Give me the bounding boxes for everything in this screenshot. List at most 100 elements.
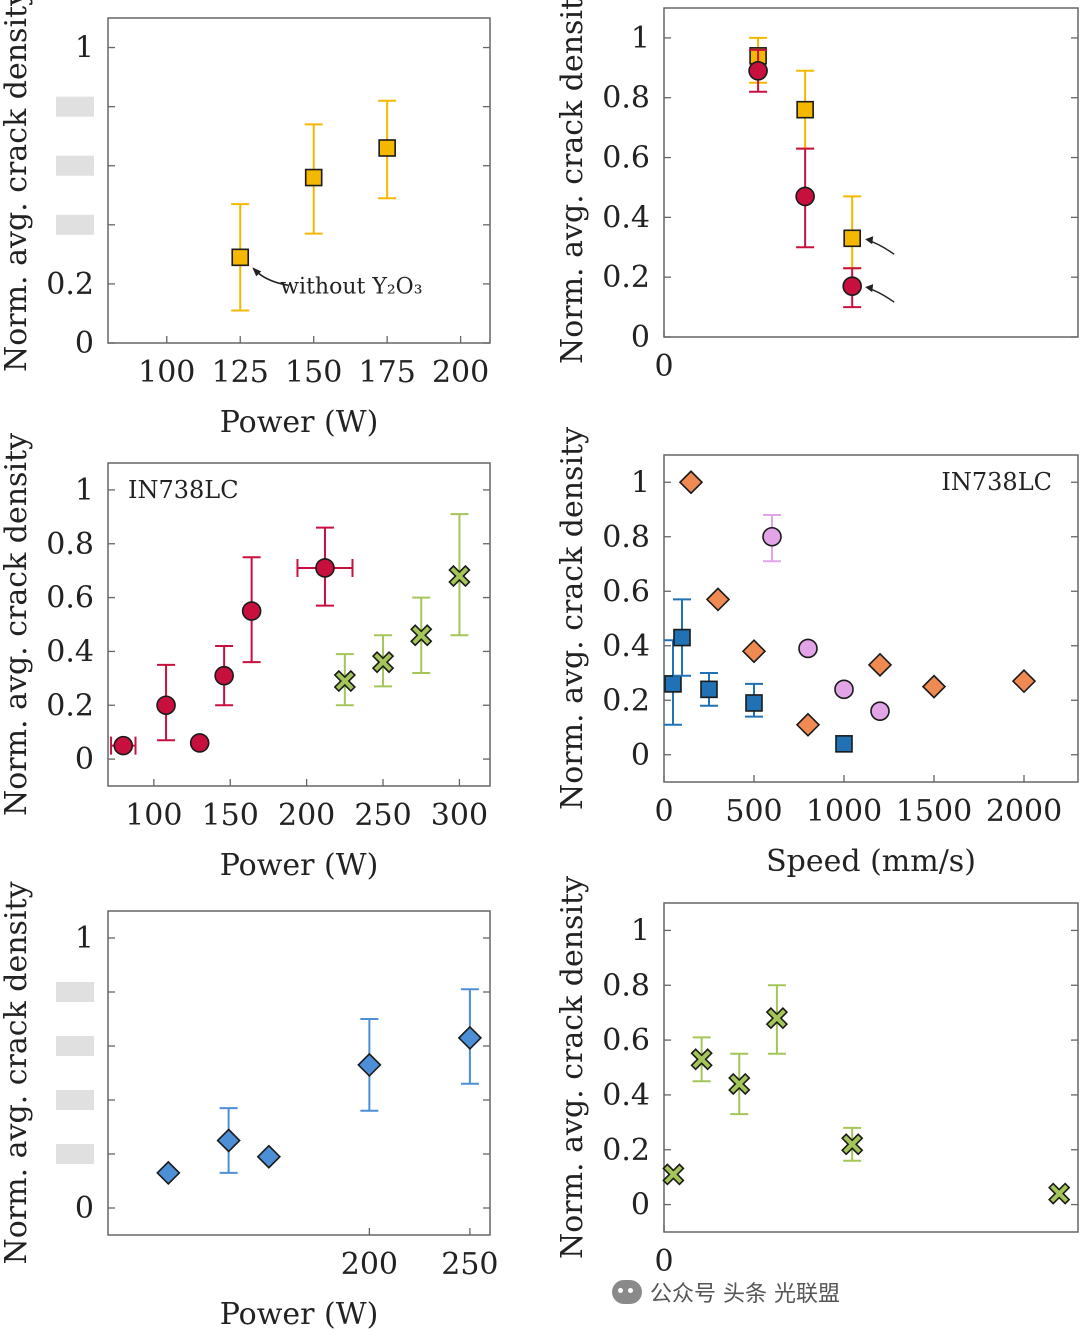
data-point [834,679,854,700]
annotation-text: without Y₂O₃ [280,274,422,299]
x-tick-label: 200 [341,1247,398,1282]
data-point [798,638,818,659]
x-tick-label: 200 [278,798,335,833]
x-tick-label: 125 [212,355,269,390]
data-point [745,694,763,712]
data-point [795,712,821,737]
y-tick-label: 0.2 [602,260,650,295]
data-point [741,639,767,664]
data-point [241,601,262,621]
x-axis-label: Power (W) [220,1297,379,1332]
data-point [189,733,210,753]
y-tick-label: 0.8 [602,81,650,116]
y-tick-label: 0 [75,1191,94,1226]
y-tick-label: 0.6 [602,1023,650,1058]
data-point [371,651,395,674]
annotation-arrowhead [252,267,262,277]
y-tick-label: 0.8 [602,520,650,555]
data-point [1011,669,1037,694]
data-point [795,186,815,207]
data-point [231,248,250,267]
y-axis-label: Norm. avg. crack density [555,0,590,364]
data-point [678,470,704,495]
data-point [728,1072,751,1096]
plot-frame [107,462,491,787]
x-tick-label: 1000 [806,794,882,829]
data-point [357,1052,382,1078]
y-tick-label: 1 [631,913,650,948]
data-point [378,139,396,157]
x-tick-label: 0 [654,1244,673,1279]
data-point [216,1128,241,1153]
data-point [690,1048,713,1071]
y-tick-label: 0.6 [602,141,650,176]
x-tick-label: 200 [432,355,489,390]
data-point [315,558,335,578]
data-point [1048,1182,1071,1205]
data-point [835,735,853,753]
plot-frame [107,17,491,344]
data-point [156,695,176,716]
x-axis-label: Power (W) [220,405,379,440]
x-tick-label: 300 [431,798,488,833]
y-tick-label: 0.2 [602,1133,650,1168]
leader-arrowhead [865,284,874,293]
data-point [921,674,947,699]
data-point [664,675,682,693]
chart-panel-6: 0 0.2 0.4 0.6 0.8 1 0 Norm. avg. crack density [555,876,1079,1279]
chart-panel-5: 0 1 200 250 Norm. avg. crack density Power (W… [0,881,499,1332]
y-tick-label: 0.4 [602,1078,650,1113]
data-point [304,168,323,187]
y-tick-label: 0 [631,738,650,773]
y-tick-label: 1 [75,31,94,66]
y-tick-label: 0.4 [46,634,94,669]
data-point [410,624,433,647]
data-point [113,735,134,756]
x-axis-label: Speed (mm/s) [766,844,976,879]
data-point [662,1163,685,1186]
y-axis-label: Norm. avg. crack density [555,427,590,810]
data-point [748,61,768,81]
chart-panel-2: 0 0.2 0.4 0.6 0.8 1 0 Norm. avg. crack density [555,0,1079,384]
y-tick-label-blurred [56,214,94,235]
y-tick-label: 0 [75,742,94,777]
chart-panel-4: 0 0.2 0.4 0.6 0.8 1 0 500 1000 1500 2000 Norm. avg.… [555,427,1079,879]
y-tick-label: 0.6 [602,574,650,609]
panel-label: IN738LC [941,468,1052,496]
data-point [843,229,861,248]
x-tick-label: 150 [202,798,259,833]
panel-label: IN738LC [128,476,239,504]
y-tick-label: 0.8 [46,527,94,562]
y-tick-label: 0 [631,1188,650,1223]
y-tick-label: 1 [631,465,650,500]
y-tick-label: 0.2 [602,683,650,718]
x-tick-label: 0 [654,349,673,384]
leader-arrowhead [865,236,874,245]
y-tick-label-blurred [56,1144,94,1164]
x-tick-label: 100 [125,798,182,833]
data-point [705,587,731,612]
wechat-icon [612,1280,642,1304]
y-tick-label-blurred [56,96,94,117]
x-tick-label: 250 [354,798,411,833]
data-point [673,628,691,647]
data-point [214,665,234,686]
y-tick-label: 0 [631,320,650,355]
x-tick-label: 150 [285,355,342,390]
data-point [867,652,893,677]
x-tick-label: 175 [359,355,416,390]
y-axis-label: Norm. avg. crack density [555,876,590,1259]
y-tick-label: 0.6 [46,581,94,616]
x-tick-label: 500 [725,794,782,829]
y-tick-label: 1 [75,473,94,508]
plot-frame [663,454,1079,783]
data-point [842,276,862,296]
data-point [457,1025,483,1051]
y-tick-label-blurred [56,155,94,176]
y-tick-label-blurred [56,1036,94,1056]
x-axis-label: Power (W) [220,848,379,883]
y-tick-label: 1 [631,21,650,56]
y-tick-label-blurred [56,1090,94,1110]
plot-frame [663,7,1079,338]
watermark-text: 公众号 头条 光联盟 [650,1282,840,1307]
